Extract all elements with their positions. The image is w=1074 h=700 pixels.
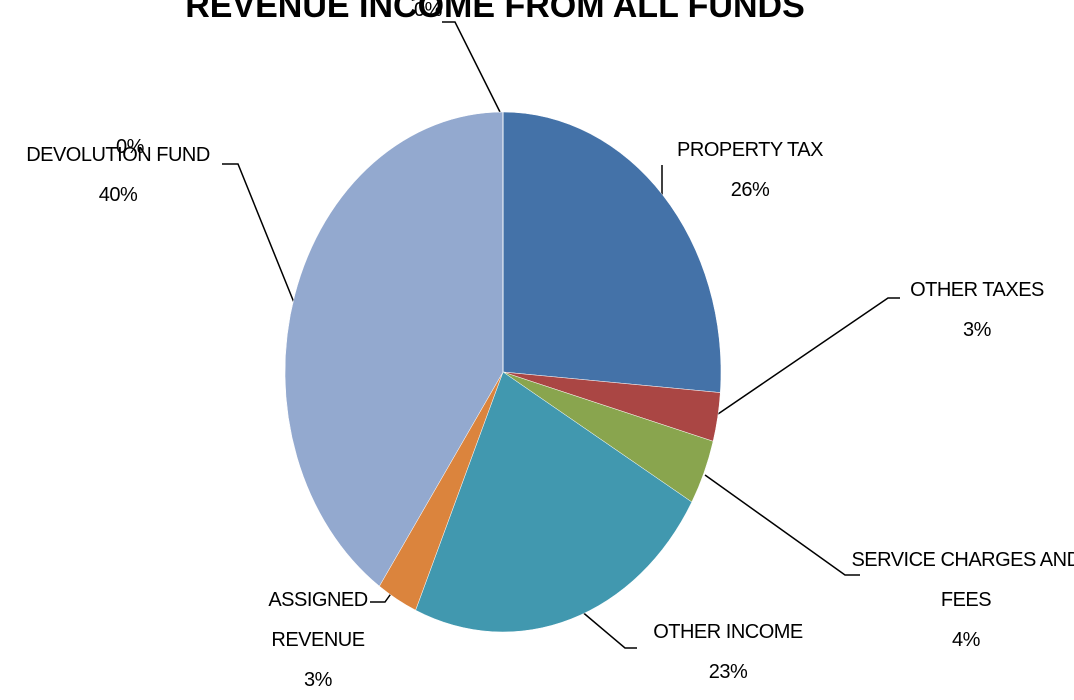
slice-name: OTHER TAXES xyxy=(910,279,1044,301)
slice-value: 40% xyxy=(98,184,138,206)
pie-slice xyxy=(284,111,504,587)
data-label: 0% xyxy=(398,0,458,30)
slice-name: DEVOLUTION FUND xyxy=(26,144,210,166)
leader-line xyxy=(442,21,501,113)
slice-value: 3% xyxy=(304,669,332,691)
slice-name: SERVICE CHARGES AND FEES xyxy=(851,549,1074,611)
pie-slice xyxy=(502,111,722,393)
data-label: OTHER INCOME 23% xyxy=(628,612,828,692)
leader-line xyxy=(717,297,900,415)
data-label: SERVICE CHARGES AND FEES 4% xyxy=(851,540,1074,660)
slice-value: 23% xyxy=(708,661,748,683)
leader-lines xyxy=(222,21,900,649)
leader-line xyxy=(704,474,860,576)
data-label: 0% xyxy=(100,127,160,167)
pie xyxy=(284,111,722,633)
slice-value: 26% xyxy=(730,179,770,201)
data-label: ASSIGNED REVENUE 3% xyxy=(253,580,383,700)
slice-value: 4% xyxy=(952,629,980,651)
slice-value: 0% xyxy=(116,136,144,158)
slice-name: PROPERTY TAX xyxy=(677,139,823,161)
pie-slice xyxy=(415,371,693,633)
slice-name: OTHER INCOME xyxy=(653,621,803,643)
chart-title: REVENUE INCOME FROM ALL FUNDS xyxy=(185,0,805,25)
slice-value: 0% xyxy=(414,0,442,21)
slice-name: ASSIGNED REVENUE xyxy=(268,589,368,651)
leader-line xyxy=(579,609,637,649)
data-label: OTHER TAXES 3% xyxy=(877,270,1074,350)
slice-value: 3% xyxy=(963,319,991,341)
data-label: DEVOLUTION FUND 40% xyxy=(8,135,228,215)
leader-line xyxy=(222,163,296,306)
data-label: PROPERTY TAX 26% xyxy=(650,130,850,210)
